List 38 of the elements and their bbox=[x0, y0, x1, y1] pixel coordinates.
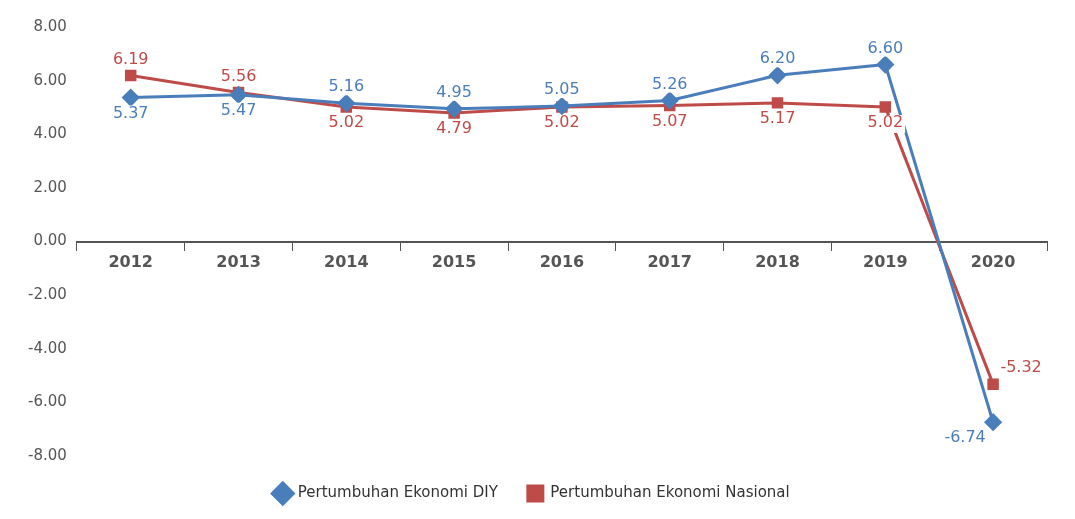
data-label: 6.19 bbox=[112, 48, 149, 68]
x-tick-label: 2020 bbox=[970, 252, 1016, 272]
legend-label: Pertumbuhan Ekonomi Nasional bbox=[550, 483, 790, 502]
data-label: 5.05 bbox=[544, 79, 580, 99]
x-tick-label: 2019 bbox=[863, 252, 908, 272]
x-tick-label: 2016 bbox=[539, 252, 585, 272]
data-label: -5.32 bbox=[1000, 357, 1042, 377]
y-tick-label: 6.00 bbox=[33, 70, 67, 89]
y-tick-label: -8.00 bbox=[28, 445, 67, 464]
x-tick-label: 2015 bbox=[431, 252, 477, 272]
y-tick-label: -4.00 bbox=[28, 338, 67, 357]
y-tick-label: 8.00 bbox=[33, 16, 67, 35]
data-label: 5.02 bbox=[544, 112, 580, 132]
x-tick-label: 2017 bbox=[647, 252, 692, 272]
y-tick-label: 4.00 bbox=[33, 124, 67, 143]
data-label: 5.02 bbox=[867, 112, 904, 132]
data-label: 5.47 bbox=[220, 99, 257, 119]
data-label: 4.95 bbox=[436, 81, 472, 101]
x-tick-label: 2012 bbox=[108, 252, 153, 272]
x-tick-label: 2018 bbox=[755, 252, 800, 272]
data-label: 6.60 bbox=[867, 37, 904, 57]
data-label: 5.07 bbox=[651, 110, 688, 130]
data-label: 5.17 bbox=[759, 108, 796, 128]
x-tick-label: 2013 bbox=[216, 252, 261, 272]
y-tick-label: -6.00 bbox=[28, 392, 67, 411]
y-tick-label: -2.00 bbox=[28, 285, 67, 304]
data-label: 5.56 bbox=[220, 65, 257, 85]
data-label: 6.20 bbox=[759, 48, 796, 68]
data-label: 5.37 bbox=[112, 102, 149, 122]
data-label: 4.79 bbox=[436, 118, 472, 138]
data-label: 5.02 bbox=[328, 112, 365, 132]
data-label: 5.26 bbox=[651, 73, 688, 93]
y-tick-label: 2.00 bbox=[33, 177, 67, 196]
legend-label: Pertumbuhan Ekonomi DIY bbox=[297, 483, 499, 502]
data-label: -6.74 bbox=[944, 427, 986, 447]
data-label: 5.16 bbox=[328, 76, 365, 96]
x-tick-label: 2014 bbox=[324, 252, 369, 272]
y-tick-label: 0.00 bbox=[33, 231, 67, 250]
